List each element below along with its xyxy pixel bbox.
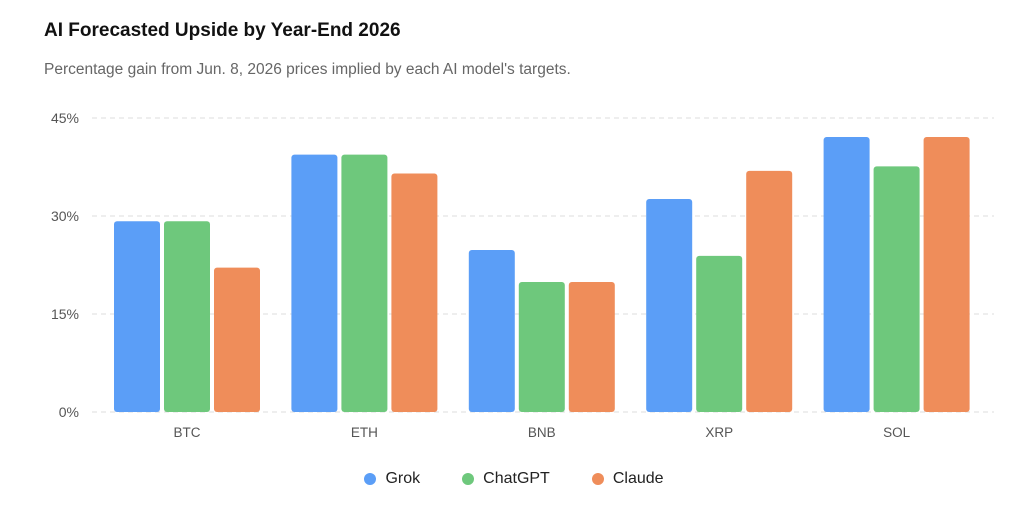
legend-swatch-claude (591, 473, 604, 485)
bar-claude-xrp[interactable] (746, 170, 793, 412)
x-tick-label: XRP (705, 425, 733, 440)
y-tick-label: 0% (59, 404, 79, 420)
x-tick-label: BTC (174, 425, 201, 440)
y-tick-label: 30% (51, 208, 79, 224)
bar-chatgpt-sol[interactable] (873, 166, 920, 412)
bar-grok-sol[interactable] (823, 136, 870, 413)
bar-chatgpt-eth[interactable] (341, 154, 388, 412)
bar-grok-bnb[interactable] (468, 249, 515, 412)
legend-label-claude: Claude (612, 470, 664, 487)
y-tick-label: 15% (51, 306, 79, 322)
bar-grok-eth[interactable] (291, 154, 338, 412)
chart-title: AI Forecasted Upside by Year-End 2026 (44, 20, 401, 41)
legend-label-chatgpt: ChatGPT (483, 470, 550, 487)
bar-chart: 0% 15% 30% 45% BTC ETH BNB XRP SOL (51, 110, 994, 440)
chart-subtitle: Percentage gain from Jun. 8, 2026 prices… (44, 61, 571, 78)
x-tick-label: SOL (883, 425, 911, 440)
legend-item-grok[interactable]: Grok (364, 470, 420, 488)
bars (114, 136, 970, 413)
y-tick-label: 45% (51, 110, 79, 126)
bar-chatgpt-xrp[interactable] (696, 255, 743, 412)
bar-claude-eth[interactable] (391, 173, 438, 412)
bar-claude-sol[interactable] (923, 136, 970, 413)
bar-chatgpt-btc[interactable] (164, 221, 210, 412)
bar-claude-btc[interactable] (214, 267, 260, 412)
bar-grok-btc[interactable] (114, 221, 160, 412)
legend-swatch-chatgpt (462, 473, 475, 485)
x-axis-ticks: BTC ETH BNB XRP SOL (174, 425, 911, 440)
legend-label-grok: Grok (385, 470, 421, 487)
bar-chatgpt-bnb[interactable] (518, 281, 565, 412)
legend-item-chatgpt[interactable]: ChatGPT (462, 470, 550, 488)
y-axis-ticks: 0% 15% 30% 45% (51, 110, 79, 420)
chart-legend: Grok ChatGPT Claude (0, 470, 1024, 488)
x-tick-label: BNB (528, 425, 556, 440)
bar-claude-bnb[interactable] (568, 281, 615, 412)
legend-swatch-grok (364, 473, 377, 485)
x-tick-label: ETH (351, 425, 378, 440)
bar-grok-xrp[interactable] (646, 199, 693, 412)
legend-item-claude[interactable]: Claude (591, 470, 664, 488)
